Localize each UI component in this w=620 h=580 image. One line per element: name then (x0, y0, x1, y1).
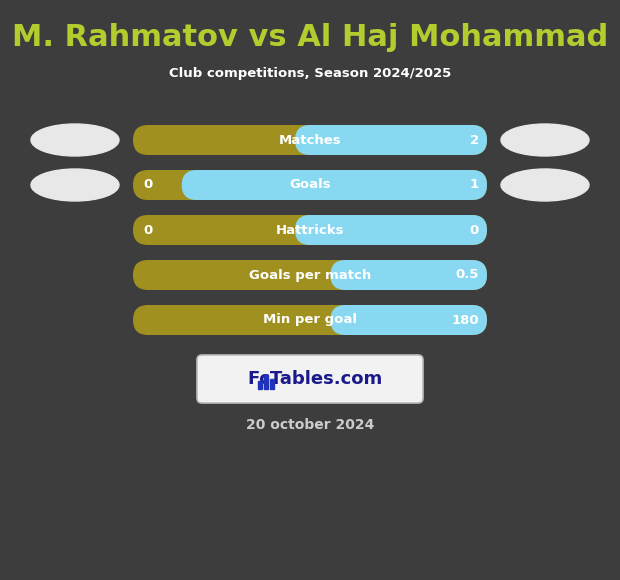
FancyBboxPatch shape (295, 215, 487, 245)
FancyBboxPatch shape (330, 305, 487, 335)
Text: FcTables.com: FcTables.com (247, 370, 383, 388)
FancyBboxPatch shape (133, 305, 487, 335)
Text: Matches: Matches (278, 133, 342, 147)
Text: 180: 180 (451, 314, 479, 327)
Text: Min per goal: Min per goal (263, 314, 357, 327)
Text: 0: 0 (143, 179, 153, 191)
FancyBboxPatch shape (182, 170, 487, 200)
Text: Goals per match: Goals per match (249, 269, 371, 281)
Text: 2: 2 (470, 133, 479, 147)
FancyBboxPatch shape (133, 215, 487, 245)
Text: 0: 0 (143, 223, 153, 237)
Text: Goals: Goals (289, 179, 331, 191)
Text: Hattricks: Hattricks (276, 223, 344, 237)
Text: 0: 0 (470, 223, 479, 237)
Ellipse shape (31, 169, 119, 201)
FancyBboxPatch shape (330, 260, 487, 290)
Bar (270, 379, 274, 389)
FancyBboxPatch shape (197, 355, 423, 403)
Ellipse shape (31, 124, 119, 156)
Text: M. Rahmatov vs Al Haj Mohammad: M. Rahmatov vs Al Haj Mohammad (12, 24, 608, 53)
Ellipse shape (501, 124, 589, 156)
FancyBboxPatch shape (133, 260, 487, 290)
Text: 20 october 2024: 20 october 2024 (246, 418, 374, 432)
Text: 1: 1 (470, 179, 479, 191)
Text: Club competitions, Season 2024/2025: Club competitions, Season 2024/2025 (169, 67, 451, 81)
FancyBboxPatch shape (295, 125, 487, 155)
Ellipse shape (501, 169, 589, 201)
FancyBboxPatch shape (133, 125, 487, 155)
Bar (264, 375, 268, 389)
Bar (258, 381, 262, 389)
FancyBboxPatch shape (133, 170, 487, 200)
Text: 0.5: 0.5 (456, 269, 479, 281)
